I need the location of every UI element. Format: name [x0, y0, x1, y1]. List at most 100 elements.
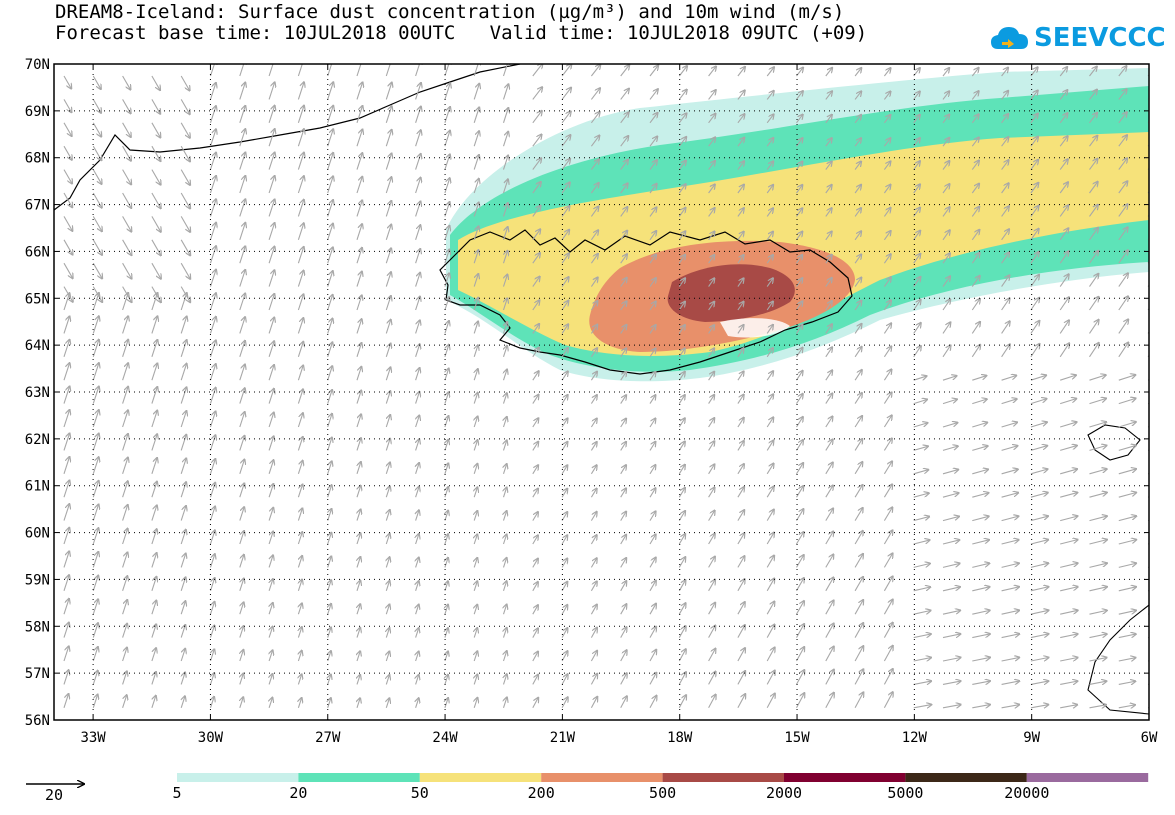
colorbar-threshold-label: 5 — [172, 784, 182, 802]
faroe-islands-coastline — [1087, 424, 1141, 461]
wind-arrow — [92, 599, 98, 615]
wind-arrow — [561, 371, 568, 381]
wind-arrow — [328, 556, 332, 568]
wind-arrow — [649, 231, 656, 241]
wind-arrow — [122, 145, 131, 160]
wind-arrow — [913, 91, 920, 100]
wind-arrow — [180, 649, 185, 662]
wind-arrow — [1059, 67, 1067, 77]
wind-arrow — [356, 224, 362, 240]
wind-arrow — [298, 627, 301, 638]
wind-arrow — [268, 460, 273, 474]
wind-arrow — [63, 192, 72, 207]
wind-arrow — [825, 531, 833, 545]
wind-arrow — [590, 183, 598, 194]
wind-arrow — [737, 255, 744, 264]
wind-arrow — [356, 438, 361, 451]
wind-arrow — [504, 534, 507, 545]
wind-arrow — [180, 554, 186, 568]
wind-arrow — [708, 580, 715, 592]
wind-arrow — [1118, 634, 1136, 639]
wind-arrow — [796, 555, 804, 568]
wind-arrow — [63, 551, 69, 568]
lat-tick-label: 60N — [25, 526, 50, 542]
wind-arrow — [92, 169, 101, 184]
wind-arrow — [649, 325, 656, 334]
wind-arrow — [1060, 446, 1077, 451]
wind-arrow — [122, 695, 127, 708]
colorbar-segment — [419, 773, 542, 782]
wind-arrow — [678, 278, 685, 287]
wind-arrow — [1089, 658, 1107, 662]
wind-arrow — [92, 481, 98, 498]
wind-arrow — [796, 371, 803, 381]
wind-arrow — [1059, 320, 1069, 334]
wind-arrow — [385, 177, 391, 194]
wind-arrow — [474, 534, 477, 545]
wind-arrow — [474, 651, 477, 662]
wind-arrow — [239, 555, 244, 568]
wind-arrow — [825, 347, 832, 358]
wind-arrow — [1001, 344, 1010, 358]
wind-arrow — [122, 576, 128, 591]
wind-arrow — [913, 423, 928, 428]
wind-arrow — [942, 276, 950, 287]
wind-arrow — [796, 91, 803, 100]
wind-arrow — [708, 695, 716, 709]
wind-arrow — [620, 112, 629, 124]
wind-arrow — [532, 158, 541, 170]
wind-arrow — [209, 483, 216, 498]
wind-arrow — [766, 67, 774, 77]
wind-arrow — [1001, 137, 1009, 147]
wind-arrow — [1001, 422, 1017, 428]
wind-arrow — [942, 299, 950, 311]
wind-arrow — [854, 393, 862, 404]
wind-arrow — [883, 692, 892, 709]
wind-arrow — [209, 199, 217, 217]
wind-arrow — [502, 108, 509, 123]
wind-arrow — [1148, 707, 1149, 709]
wind-arrow — [708, 255, 715, 264]
wind-arrow — [971, 276, 979, 287]
wind-arrow — [971, 230, 979, 241]
wind-arrow — [385, 344, 390, 357]
wind-arrow — [385, 248, 391, 264]
wind-arrow — [239, 412, 245, 428]
wind-arrow — [1118, 493, 1136, 498]
wind-arrow — [590, 465, 596, 475]
wind-arrow — [561, 489, 567, 498]
wind-arrow — [620, 136, 629, 147]
wind-arrow — [796, 647, 805, 662]
wind-arrow — [971, 114, 978, 124]
wind-arrow — [766, 625, 774, 638]
wind-arrow — [913, 470, 929, 475]
wind-arrow — [561, 324, 568, 334]
wind-arrow — [1089, 228, 1099, 241]
wind-arrow — [1089, 445, 1107, 451]
wind-arrow — [416, 628, 419, 638]
wind-arrow — [386, 439, 390, 451]
wind-arrow — [180, 482, 186, 498]
wind-arrow — [942, 345, 951, 358]
wind-arrow — [416, 534, 419, 545]
wind-arrow — [240, 674, 244, 685]
wind-arrow — [561, 465, 567, 475]
wind-arrow — [122, 529, 128, 545]
wind-arrow — [561, 651, 567, 662]
wind-arrow — [1001, 275, 1010, 287]
wind-arrow — [708, 325, 715, 334]
wind-arrow — [386, 510, 389, 521]
wind-arrow — [796, 509, 804, 521]
wind-arrow — [620, 488, 626, 498]
wind-arrow — [297, 64, 304, 77]
wind-arrow — [92, 504, 98, 521]
wind-arrow — [327, 247, 333, 264]
wind-arrow — [620, 465, 626, 475]
wind-arrow — [678, 161, 686, 170]
wind-arrow — [445, 534, 448, 545]
wind-arrow — [1118, 112, 1127, 124]
wind-arrow — [796, 394, 803, 404]
wind-arrow — [678, 557, 685, 568]
wind-arrow — [328, 580, 331, 591]
wind-arrow — [1060, 516, 1077, 522]
